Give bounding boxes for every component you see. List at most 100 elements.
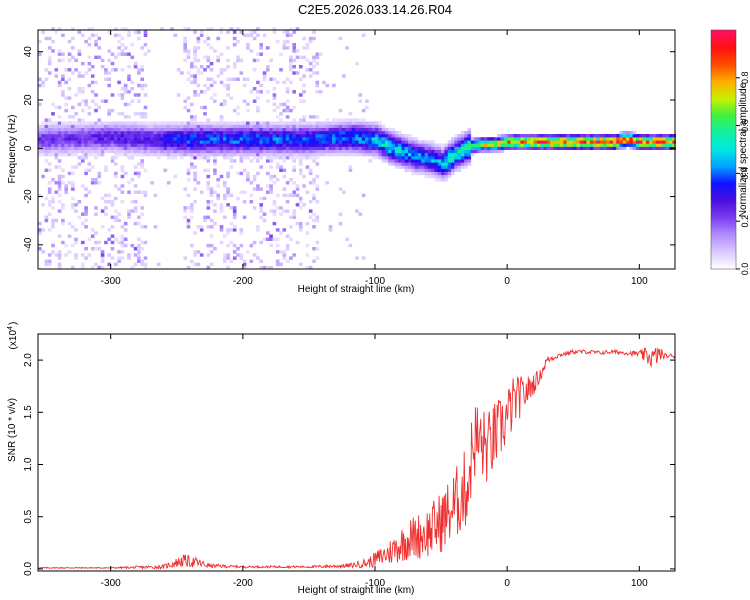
snr-y-label: SNR (10 * v/v) bbox=[7, 398, 18, 462]
spectrogram-cell bbox=[54, 165, 59, 169]
spectrogram-cell bbox=[563, 140, 567, 144]
spectrogram-cell bbox=[160, 152, 164, 157]
spectrogram-cell bbox=[569, 143, 574, 147]
spectrogram-cell bbox=[41, 134, 45, 138]
spectrogram-cell bbox=[133, 124, 138, 128]
spectrogram-cell bbox=[190, 134, 194, 138]
spectrogram-cell bbox=[199, 71, 204, 75]
spectrogram-cell bbox=[259, 206, 263, 210]
spectrogram-cell bbox=[196, 39, 201, 44]
spectrogram-cell bbox=[209, 121, 214, 125]
spectrogram-cell bbox=[61, 218, 65, 223]
spectrogram-cell bbox=[609, 143, 614, 147]
spectrogram-cell bbox=[256, 134, 260, 138]
spectrogram-cell bbox=[193, 124, 197, 128]
spectrogram-cell bbox=[153, 137, 158, 141]
spectrogram-cell bbox=[282, 140, 287, 144]
spectrogram-cell bbox=[209, 149, 214, 154]
spectrogram-cell bbox=[266, 237, 270, 241]
spectrogram-cell bbox=[338, 212, 343, 216]
spectrogram-cell bbox=[143, 30, 148, 34]
spectrogram-cell bbox=[203, 68, 207, 72]
spectrogram-cell bbox=[242, 134, 247, 138]
spectrogram-cell bbox=[391, 162, 396, 166]
spectrogram-cell bbox=[199, 124, 204, 128]
spectrogram-cell bbox=[302, 55, 306, 59]
spectrogram-cell bbox=[143, 121, 148, 125]
spectrogram-cell bbox=[408, 152, 412, 157]
spectrogram-y-label: Frequency (Hz) bbox=[7, 115, 18, 184]
spectrogram-cell bbox=[652, 137, 657, 141]
spectrogram-cell bbox=[252, 68, 257, 72]
spectrogram-cell bbox=[219, 203, 224, 207]
spectrogram-cell bbox=[361, 134, 366, 138]
spectrogram-cell bbox=[239, 156, 244, 160]
spectrogram-cell bbox=[130, 127, 135, 132]
spectrogram-cell bbox=[411, 165, 415, 169]
spectrogram-cell bbox=[47, 168, 52, 172]
spectrogram-cell bbox=[94, 206, 98, 210]
spectrogram-cell bbox=[213, 203, 217, 207]
spectrogram-cell bbox=[87, 146, 92, 150]
spectrogram-cell bbox=[487, 137, 491, 141]
spectrogram-cell bbox=[236, 140, 240, 144]
spectrogram-cell bbox=[275, 137, 280, 141]
spectrogram-cell bbox=[510, 134, 515, 138]
spectrogram-cell bbox=[292, 118, 296, 122]
spectrogram-cell bbox=[242, 140, 247, 144]
spectrogram-cell bbox=[520, 140, 524, 144]
spectrogram-cell bbox=[378, 140, 382, 144]
spectrogram-cell bbox=[130, 55, 135, 59]
spectrogram-cell bbox=[183, 152, 187, 157]
spectrogram-cell bbox=[117, 112, 121, 116]
spectrogram-cell bbox=[150, 124, 154, 128]
spectrogram-cell bbox=[421, 168, 425, 172]
spectrogram-cell bbox=[176, 127, 181, 132]
spectrogram-cell bbox=[256, 146, 260, 150]
spectrogram-cell bbox=[54, 130, 59, 135]
spectrogram-cell bbox=[84, 187, 88, 191]
colorbar-cell bbox=[711, 229, 736, 232]
spectrogram-cell bbox=[530, 140, 534, 144]
spectrogram-cell bbox=[418, 146, 422, 150]
colorbar-cell bbox=[711, 75, 736, 79]
spectrogram-cell bbox=[275, 162, 280, 166]
spectrogram-cell bbox=[365, 149, 369, 154]
spectrogram-cell bbox=[348, 124, 353, 128]
spectrogram-cell bbox=[464, 130, 468, 135]
spectrogram-cell bbox=[299, 77, 303, 81]
spectrogram-cell bbox=[140, 124, 144, 128]
spectrogram-cell bbox=[180, 146, 184, 150]
spectrogram-cell bbox=[57, 262, 62, 267]
spectrogram-cell bbox=[77, 134, 82, 138]
spectrogram-cell bbox=[140, 121, 144, 125]
spectrogram-cell bbox=[206, 130, 211, 135]
spectrogram-cell bbox=[299, 196, 303, 201]
spectrogram-cell bbox=[249, 181, 254, 185]
spectrogram-cell bbox=[285, 209, 290, 213]
spectrogram-cell bbox=[173, 140, 178, 144]
spectrogram-cell bbox=[345, 143, 349, 147]
spectrogram-cell bbox=[368, 134, 372, 138]
spectrogram-cell bbox=[84, 143, 88, 147]
spectrogram-cell bbox=[44, 77, 49, 81]
spectrogram-cell bbox=[219, 27, 224, 31]
spectrogram-cell bbox=[94, 127, 98, 132]
spectrogram-cell bbox=[127, 115, 131, 119]
spectrogram-cell bbox=[299, 152, 303, 157]
colorbar-cell bbox=[711, 99, 736, 103]
spectrogram-cell bbox=[74, 124, 78, 128]
spectrogram-cell bbox=[64, 121, 68, 125]
spectrogram-cell bbox=[381, 159, 386, 163]
spectrogram-cell bbox=[74, 253, 78, 257]
spectrogram-cell bbox=[140, 212, 144, 216]
spectrogram-cell bbox=[266, 90, 270, 94]
spectrogram-cell bbox=[299, 124, 303, 128]
spectrogram-cell bbox=[467, 149, 472, 154]
spectrogram-cell bbox=[196, 156, 201, 160]
colorbar-cell bbox=[711, 89, 736, 93]
spectrogram-cell bbox=[71, 149, 75, 154]
spectrogram-cell bbox=[252, 174, 257, 179]
spectrogram-cell bbox=[335, 124, 339, 128]
spectrogram-x-label: Height of straight line (km) bbox=[298, 284, 415, 295]
